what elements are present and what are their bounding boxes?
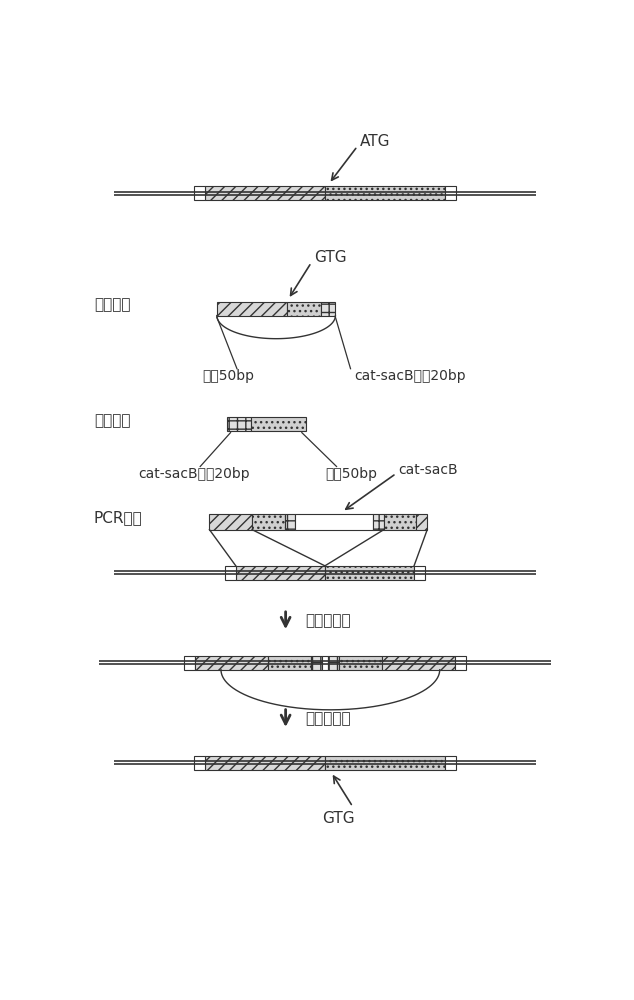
- Bar: [328, 656, 339, 670]
- Text: cat-sacB上月20bp: cat-sacB上月20bp: [354, 369, 466, 383]
- Bar: [194, 186, 205, 200]
- Text: 分子间重组: 分子间重组: [305, 613, 351, 628]
- Text: cat-sacB下月20bp: cat-sacB下月20bp: [138, 467, 250, 481]
- Bar: [252, 417, 306, 431]
- Text: 反向引物: 反向引物: [94, 413, 131, 428]
- Bar: [339, 656, 382, 670]
- Bar: [325, 566, 414, 580]
- Bar: [384, 514, 417, 530]
- Bar: [268, 656, 311, 670]
- Bar: [322, 656, 328, 670]
- Text: cat-sacB: cat-sacB: [399, 463, 458, 477]
- Bar: [205, 756, 325, 770]
- Bar: [184, 656, 195, 670]
- Bar: [445, 756, 456, 770]
- Text: 上月50bp: 上月50bp: [202, 369, 254, 383]
- Bar: [236, 566, 325, 580]
- Bar: [325, 186, 445, 200]
- Bar: [217, 302, 287, 316]
- Bar: [209, 514, 252, 530]
- Bar: [194, 756, 205, 770]
- Text: GTG: GTG: [323, 811, 355, 826]
- Bar: [225, 566, 236, 580]
- Bar: [195, 656, 268, 670]
- Text: PCR产物: PCR产物: [94, 511, 143, 526]
- Bar: [287, 302, 321, 316]
- Text: 分子内重组: 分子内重组: [305, 711, 351, 726]
- Bar: [311, 656, 322, 670]
- Bar: [414, 566, 425, 580]
- Text: 正向引物: 正向引物: [94, 297, 131, 312]
- Bar: [205, 186, 325, 200]
- Text: GTG: GTG: [314, 250, 346, 265]
- Bar: [295, 514, 373, 530]
- Bar: [321, 302, 335, 316]
- Bar: [417, 514, 427, 530]
- Text: ATG: ATG: [360, 134, 391, 149]
- Bar: [325, 756, 445, 770]
- Text: 下月50bp: 下月50bp: [325, 467, 377, 481]
- Bar: [373, 514, 384, 530]
- Bar: [252, 514, 285, 530]
- Bar: [285, 514, 295, 530]
- Bar: [382, 656, 455, 670]
- Bar: [445, 186, 456, 200]
- Bar: [227, 417, 252, 431]
- Bar: [455, 656, 466, 670]
